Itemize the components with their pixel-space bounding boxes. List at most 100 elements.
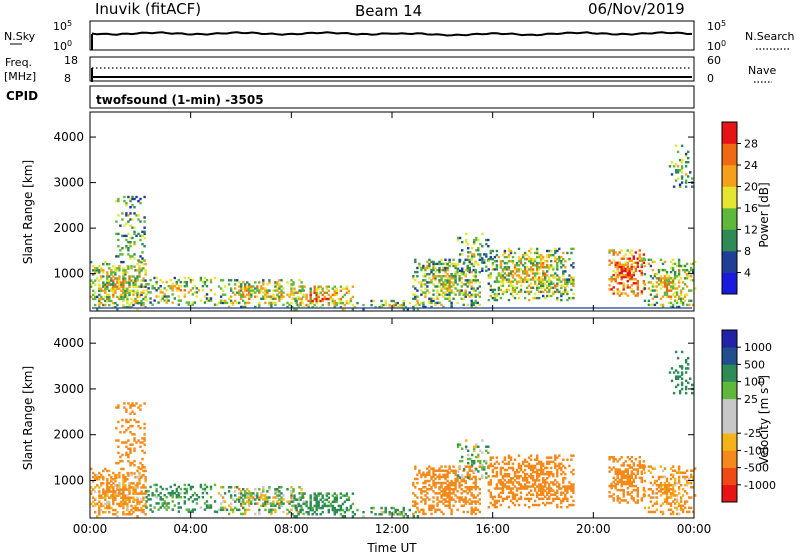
power-cell [470, 305, 473, 309]
power-cell [290, 287, 293, 290]
power-cell [669, 270, 673, 274]
velocity-cell [139, 476, 142, 479]
power-cell [550, 294, 553, 298]
power-cell [523, 272, 527, 275]
velocity-cell [392, 513, 395, 516]
power-cell [501, 260, 505, 263]
velocity-cell [671, 483, 675, 487]
velocity-cell [142, 484, 145, 487]
power-cell [234, 287, 237, 290]
velocity-cell [347, 496, 351, 499]
power-cell [144, 297, 147, 301]
power-cell [464, 258, 467, 261]
velocity-cell [424, 481, 427, 485]
velocity-cell [173, 483, 176, 487]
power-cell [610, 275, 613, 279]
power-cell [458, 279, 461, 282]
velocity-cell [572, 503, 575, 507]
velocity-cell [122, 473, 125, 477]
power-cell [127, 253, 130, 256]
velocity-cell [612, 460, 615, 463]
power-cell [448, 281, 451, 284]
velocity-cell [104, 492, 107, 495]
velocity-cell [640, 480, 643, 484]
power-cell [112, 293, 115, 297]
power-cell [462, 291, 465, 294]
power-cell [414, 270, 417, 274]
velocity-cell [238, 492, 241, 495]
velocity-cell [523, 458, 527, 461]
power-cell [517, 270, 521, 273]
power-cell [321, 297, 324, 301]
power-cell [134, 281, 137, 284]
power-cell [558, 255, 561, 259]
power-cell [572, 282, 575, 285]
power-cell [544, 278, 547, 281]
power-cell [250, 285, 253, 288]
power-cell [102, 269, 105, 272]
power-cell [128, 283, 131, 286]
velocity-cell [262, 498, 265, 501]
power-cell [525, 270, 529, 273]
velocity-cell [670, 379, 674, 383]
power-cell [301, 301, 304, 305]
velocity-cell [554, 479, 557, 482]
velocity-cell [288, 510, 291, 514]
velocity-cell [428, 479, 431, 483]
velocity-cell [501, 466, 505, 470]
power-cell [499, 284, 503, 287]
power-cell [527, 268, 531, 271]
velocity-cell [130, 486, 133, 489]
power-cell [278, 297, 281, 300]
power-cell [124, 271, 127, 274]
power-cell [509, 260, 513, 263]
power-cell [159, 285, 162, 288]
power-cell [127, 220, 130, 223]
power-cell [240, 289, 243, 292]
velocity-cell [159, 498, 162, 501]
power-cell [219, 287, 223, 290]
velocity-cell [262, 504, 265, 507]
velocity-cell [548, 501, 551, 505]
velocity-cell [540, 493, 543, 496]
velocity-cell [536, 485, 539, 488]
power-cell [108, 303, 111, 307]
power-cell [171, 293, 174, 296]
power-cell [129, 224, 132, 227]
velocity-cell [325, 492, 328, 495]
power-cell [452, 297, 455, 300]
velocity-cell [659, 494, 663, 497]
velocity-cell [536, 493, 539, 496]
velocity-cell [129, 464, 132, 467]
power-cell [268, 301, 271, 305]
power-cell [432, 266, 435, 270]
velocity-cell [276, 488, 279, 491]
velocity-cell [301, 494, 304, 497]
power-cell [140, 283, 143, 286]
power-cell [614, 278, 617, 281]
velocity-cell [301, 492, 304, 495]
power-cell [305, 303, 308, 307]
power-cell [562, 292, 565, 296]
power-cell [560, 284, 563, 287]
velocity-cell [126, 478, 129, 481]
power-cell [462, 297, 465, 300]
power-cell [481, 261, 484, 264]
power-cell [540, 276, 543, 279]
colorbar-segment [722, 165, 737, 187]
velocity-cell [351, 492, 355, 495]
velocity-cell [612, 499, 615, 502]
power-cell [626, 249, 629, 252]
velocity-cell [90, 467, 93, 471]
power-cell [412, 293, 415, 296]
power-cell [470, 287, 473, 290]
power-cell [331, 287, 334, 290]
velocity-cell [525, 487, 529, 490]
power-cell [240, 285, 243, 288]
velocity-cell [432, 469, 435, 472]
velocity-cell [203, 483, 207, 487]
velocity-cell [676, 371, 680, 374]
power-cell [302, 305, 305, 309]
velocity-cell [274, 492, 277, 495]
power-cell [507, 249, 511, 253]
